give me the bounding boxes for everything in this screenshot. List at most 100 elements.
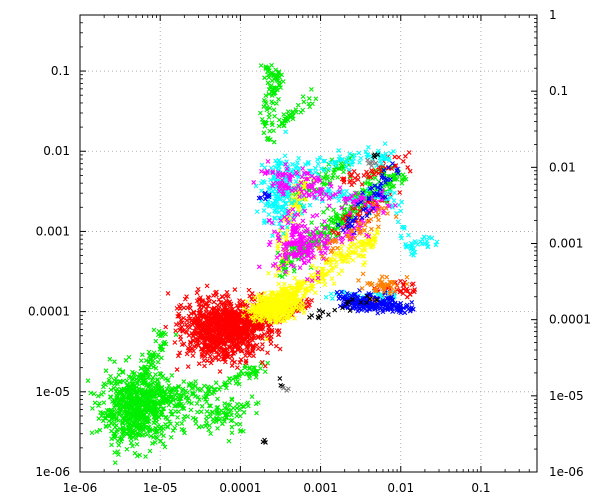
series-0-point — [125, 425, 131, 430]
series-1-point — [349, 172, 355, 178]
series-1-point — [212, 348, 218, 353]
series-0-point — [111, 411, 117, 417]
series-0-point — [183, 395, 189, 400]
series-0-point — [106, 418, 112, 424]
series-0-point — [258, 63, 264, 68]
series-3-point — [323, 294, 329, 300]
series-0-point — [91, 391, 97, 397]
series-0-point — [103, 424, 109, 429]
series-1-point — [200, 298, 205, 303]
series-0-point — [158, 333, 163, 339]
series-1-point — [254, 326, 260, 331]
series-0-point — [306, 96, 312, 101]
series-2-point — [312, 290, 318, 296]
series-1-point — [227, 344, 233, 350]
series-1-point — [398, 278, 403, 284]
series-0-point — [166, 419, 172, 425]
series-0-point — [270, 70, 275, 76]
series-1-point — [179, 342, 185, 348]
series-0-point — [327, 180, 333, 185]
series-0-point — [241, 409, 247, 415]
series-1-point — [249, 330, 255, 335]
series-0-point — [127, 403, 133, 409]
series-0-point — [139, 381, 145, 387]
series-0-point — [136, 398, 142, 404]
series-0-point — [117, 379, 123, 385]
series-0-point — [99, 391, 105, 397]
series-0-point — [183, 388, 189, 394]
x-tick-label: 1e-05 — [143, 481, 178, 495]
series-0-point — [240, 371, 246, 377]
series-0-point — [176, 409, 181, 414]
series-0-point — [253, 374, 259, 380]
series-0-point — [118, 397, 123, 403]
series-0-point — [174, 421, 180, 427]
series-2-point — [245, 308, 251, 314]
series-0-point — [237, 429, 243, 434]
series-0-point — [125, 390, 130, 395]
series-1-point — [188, 311, 194, 316]
series-0-point — [247, 366, 252, 372]
series-0-point — [172, 425, 178, 431]
series-0-point — [106, 377, 112, 383]
series-0-point — [263, 93, 269, 99]
series-0-point — [129, 430, 135, 436]
series-1-point — [406, 150, 412, 155]
series-3-point — [290, 161, 295, 167]
series-0-point — [134, 381, 140, 387]
series-1-point — [329, 228, 335, 233]
series-0-point — [108, 373, 113, 379]
series-1-point — [249, 335, 255, 341]
series-0-point — [169, 372, 175, 378]
series-0-point — [271, 128, 276, 134]
series-1-point — [208, 326, 214, 332]
series-1-point — [183, 322, 189, 327]
series-1-point — [403, 288, 409, 294]
series-0-point — [163, 331, 169, 337]
series-1-point — [225, 336, 231, 342]
series-5-point — [375, 310, 381, 316]
series-0-point — [174, 390, 180, 395]
series-0-point — [119, 436, 125, 442]
series-0-point — [140, 372, 145, 378]
series-0-point — [155, 377, 160, 382]
series-0-point — [129, 395, 134, 401]
series-0-point — [331, 207, 336, 213]
series-0-point — [152, 412, 158, 418]
series-1-point — [225, 354, 231, 360]
series-0-point — [204, 414, 210, 420]
series-0-point — [115, 438, 121, 444]
series-1-point — [184, 318, 190, 323]
series-7-point — [307, 314, 312, 320]
series-0-point — [290, 116, 296, 122]
series-0-point — [115, 409, 121, 415]
series-0-point — [147, 353, 152, 359]
series-0-point — [147, 448, 153, 454]
series-0-point — [272, 90, 278, 96]
series-0-point — [229, 412, 234, 418]
series-1-point — [232, 310, 237, 316]
series-0-point — [124, 378, 130, 384]
series-1-point — [202, 344, 208, 349]
series-2-point — [322, 282, 328, 288]
series-1-point — [235, 305, 241, 311]
series-2-point — [356, 239, 362, 245]
series-3-point — [259, 162, 265, 168]
series-3-point — [315, 161, 321, 167]
series-1-point — [392, 154, 398, 160]
series-0-point — [222, 418, 227, 424]
series-0-point — [157, 404, 163, 410]
series-0-point — [143, 364, 148, 370]
series-0-point — [272, 113, 278, 119]
series-0-point — [306, 101, 312, 107]
series-0-point — [269, 62, 274, 68]
series-0-point — [153, 365, 159, 371]
series-0-point — [262, 75, 267, 81]
series-0-point — [109, 436, 114, 442]
series-0-point — [264, 120, 269, 126]
series-1-point — [177, 306, 183, 312]
series-0-point — [132, 370, 137, 376]
series-3-point — [261, 208, 267, 213]
series-0-point — [229, 397, 235, 403]
